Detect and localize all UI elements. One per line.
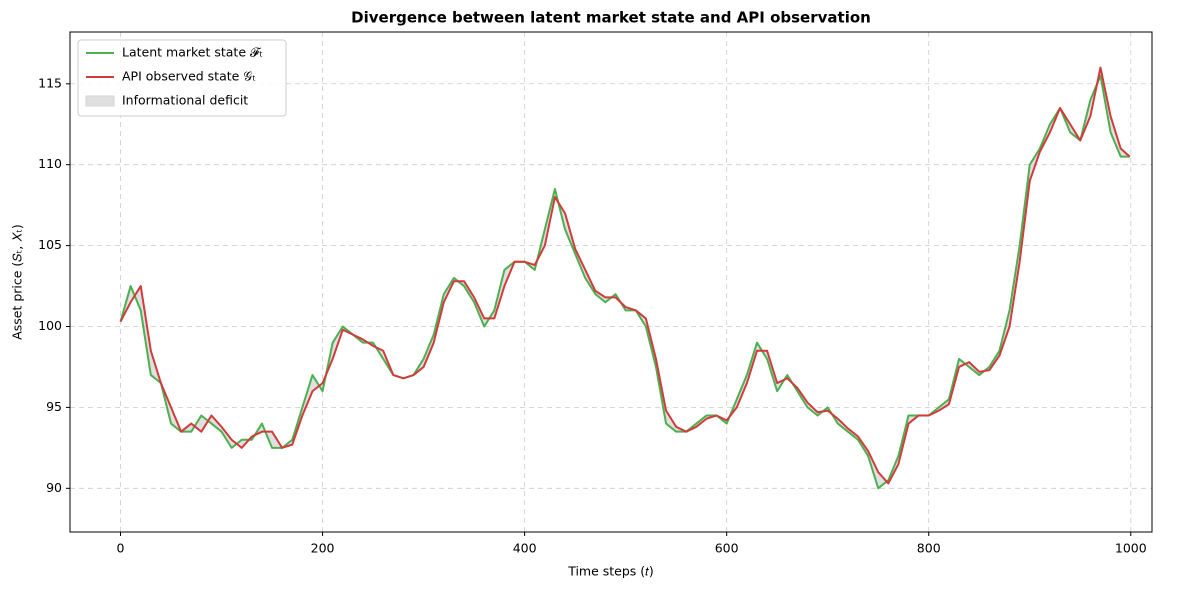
y-tick-label: 110 [38,156,62,171]
y-axis-label: Asset price (𝑆ₜ, 𝑋ₜ) [10,224,25,340]
chart-title: Divergence between latent market state a… [351,9,871,27]
y-tick-label: 105 [38,237,62,252]
plot-frame [69,31,1153,533]
y-tick-label: 90 [46,480,62,495]
legend-swatch [85,95,115,107]
legend-label: API observed state 𝒢ₜ [122,69,256,84]
x-tick-label: 600 [715,541,739,556]
x-tick-label: 1000 [1115,541,1147,556]
y-tick-label: 95 [46,399,62,414]
x-tick-label: 200 [311,541,335,556]
legend-label: Informational deficit [122,93,248,108]
y-tick-label: 115 [38,75,62,90]
deficit-area [120,67,1130,489]
series-line [119,66,1131,485]
legend: Latent market state 𝓕ₜ API observed state… [77,39,287,117]
series-line [119,74,1130,490]
legend-box [77,39,287,117]
legend-label: Latent market state 𝓕ₜ [122,45,263,60]
x-tick-label: 0 [117,541,125,556]
y-tick-label: 100 [38,318,62,333]
x-axis-label: Time steps (𝑡) [567,564,654,579]
x-tick-label: 400 [513,541,537,556]
x-tick-label: 800 [917,541,941,556]
